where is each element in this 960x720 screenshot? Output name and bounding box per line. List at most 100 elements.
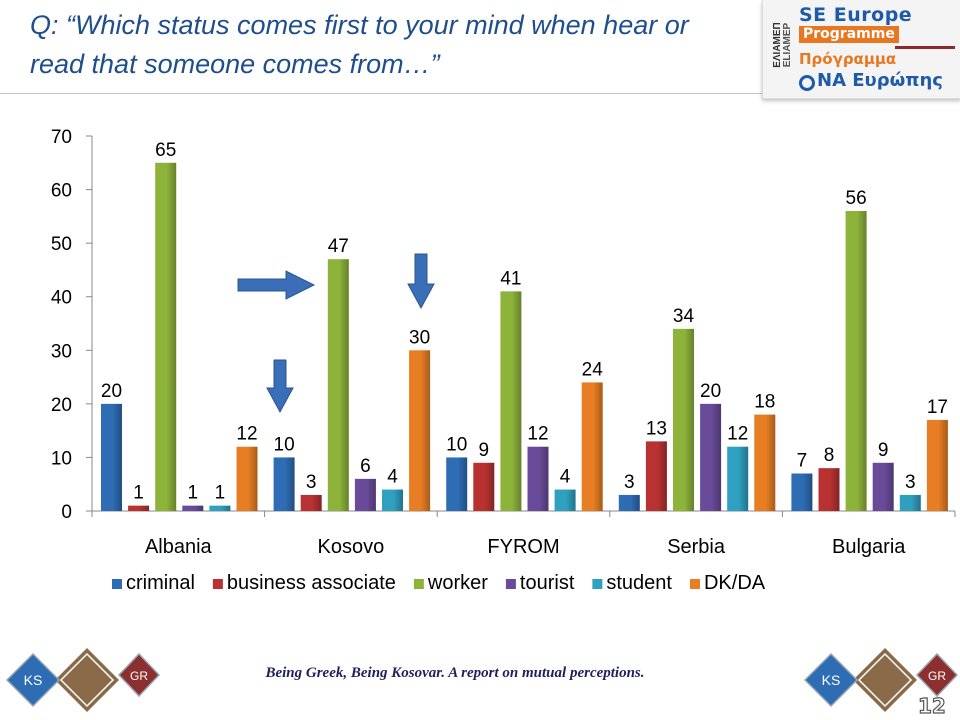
bar-dk-da-albania: [236, 446, 258, 511]
data-label: 20: [101, 381, 122, 402]
eliamep-logo: ΕΛΙΑΜΕΠ ELIAMEP SE Europe Programme Πρόγ…: [762, 0, 960, 99]
bar-student-serbia: [727, 446, 749, 511]
legend-label: student: [606, 572, 672, 594]
data-label: 9: [479, 440, 490, 461]
x-category-label: FYROM: [487, 536, 559, 558]
data-label: 1: [188, 483, 199, 504]
logo-side-text-latin: ELIAMEP: [782, 22, 793, 68]
data-label: 1: [133, 483, 144, 504]
y-tick-label: 20: [51, 395, 72, 416]
bar-worker-bulgaria: [845, 211, 867, 511]
data-label: 12: [727, 424, 748, 445]
legend-label: criminal: [126, 572, 195, 594]
badge-left-gr-label: GR: [130, 669, 148, 683]
data-label: 17: [927, 397, 948, 418]
data-label: 4: [560, 467, 571, 488]
data-label: 4: [387, 467, 398, 488]
data-label: 47: [328, 236, 349, 257]
logo-line-3: Πρόγραμμα: [799, 50, 897, 68]
data-label: 34: [673, 306, 695, 327]
y-tick-label: 70: [51, 127, 72, 148]
data-label: 24: [582, 359, 604, 380]
bar-criminal-albania: [101, 403, 122, 511]
data-label: 8: [824, 445, 835, 466]
x-category-label: Bulgaria: [832, 536, 906, 558]
y-tick-label: 10: [51, 448, 72, 469]
data-label: 1: [215, 483, 226, 504]
legend-swatch: [112, 579, 122, 589]
data-label: 3: [306, 472, 317, 493]
legend-label: tourist: [520, 572, 575, 594]
y-tick-label: 40: [51, 288, 72, 309]
data-label: 20: [700, 381, 721, 402]
bar-worker-serbia: [673, 328, 694, 511]
data-label: 9: [878, 440, 889, 461]
bar-student-bulgaria: [899, 494, 921, 511]
bar-dk-da-fyrom: [581, 382, 603, 511]
x-category-label: Serbia: [667, 536, 726, 558]
logo-divider: [895, 46, 955, 49]
legend-swatch: [689, 579, 700, 589]
annotation-arrow-right-icon: [237, 270, 316, 300]
badge-right-gr-label: GR: [928, 669, 946, 683]
bar-business-associate-kosovo: [300, 494, 322, 511]
data-label: 7: [797, 451, 808, 472]
badge-right-gr-diamond: [915, 652, 959, 698]
bar-tourist-serbia: [700, 403, 722, 511]
bar-student-fyrom: [554, 489, 576, 511]
bar-student-albania: [209, 505, 231, 511]
legend-swatch: [212, 579, 223, 589]
badge-right-center-diamond: [853, 648, 917, 712]
bar-worker-kosovo: [327, 259, 349, 511]
y-tick-label: 0: [61, 502, 72, 523]
bar-business-associate-albania: [128, 505, 150, 511]
slide-title: Q: “Which status comes first to your min…: [30, 10, 689, 79]
bar-tourist-kosovo: [354, 478, 376, 511]
bar-dk-da-bulgaria: [926, 419, 948, 511]
legend-label: worker: [427, 572, 488, 594]
data-label: 18: [754, 392, 775, 413]
bar-worker-fyrom: [500, 291, 522, 511]
data-label: 10: [446, 434, 467, 455]
data-label: 6: [360, 456, 371, 477]
bar-tourist-albania: [182, 505, 204, 511]
data-label: 3: [905, 472, 916, 493]
data-label: 12: [236, 424, 257, 445]
logo-line-4: ΝΑ Ευρώπης: [817, 70, 943, 91]
legend-swatch: [413, 579, 424, 589]
data-label: 10: [274, 434, 295, 455]
bar-criminal-kosovo: [273, 457, 295, 511]
data-label: 65: [155, 140, 176, 161]
footer-caption: Being Greek, Being Kosovar. A report on …: [265, 665, 645, 681]
bar-criminal-fyrom: [446, 457, 468, 511]
bar-business-associate-serbia: [645, 441, 667, 511]
bar-criminal-bulgaria: [791, 473, 813, 511]
legend-swatch: [592, 579, 603, 589]
bar-student-kosovo: [382, 489, 403, 511]
bar-tourist-bulgaria: [872, 462, 894, 511]
data-label: 13: [646, 418, 667, 439]
badge-left-ks-diamond: [5, 652, 61, 708]
page-number: 12: [917, 693, 946, 718]
y-tick-label: 60: [51, 181, 72, 202]
bar-criminal-serbia: [618, 494, 640, 511]
bar-tourist-fyrom: [527, 446, 549, 511]
title-divider: [0, 93, 960, 94]
legend-label: DK/DA: [704, 572, 766, 594]
data-label: 56: [846, 188, 867, 209]
ks-gr-badge-left: KS GR: [5, 648, 161, 712]
bar-worker-albania: [155, 162, 177, 511]
legend-swatch: [505, 579, 516, 589]
y-tick-label: 50: [51, 234, 72, 255]
ks-gr-badge-right: KS GR: [803, 648, 959, 712]
annotation-arrow-down-icon: [266, 359, 294, 414]
y-tick-label: 30: [51, 341, 72, 362]
data-label: 12: [527, 424, 548, 445]
legend-label: business associate: [227, 572, 396, 594]
badge-right-outline: [857, 652, 913, 708]
x-category-label: Kosovo: [318, 536, 385, 558]
bar-dk-da-serbia: [754, 414, 776, 511]
x-category-label: Albania: [145, 536, 213, 558]
badge-left-ks-label: KS: [24, 672, 43, 688]
